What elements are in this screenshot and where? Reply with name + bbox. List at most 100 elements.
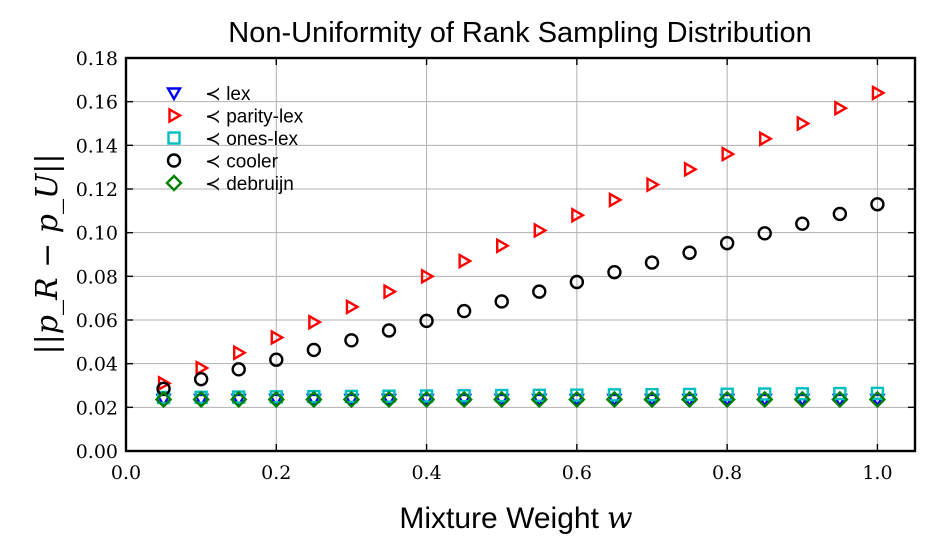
- legend-item: ≺ ones-lex: [167, 129, 299, 150]
- grid: [126, 58, 915, 451]
- data-point: [568, 390, 586, 409]
- legend-label: ≺ lex: [205, 84, 251, 105]
- data-point: [833, 386, 847, 401]
- data-point: [871, 84, 886, 102]
- data-point: [494, 294, 509, 309]
- data-point: [721, 145, 736, 163]
- x-tick-label: 0.2: [261, 462, 291, 484]
- series-triangle-right: [157, 84, 886, 392]
- axis-ticks: 0.0 0.2 0.4 0.6 0.8 1.0 0.00 0.02 0.04 0.06 0.08 0.…: [76, 48, 915, 484]
- data-point: [532, 388, 546, 403]
- legend-item: ≺ parity-lex: [168, 107, 304, 128]
- data-point: [569, 274, 585, 290]
- legend-label: ≺ ones-lex: [205, 129, 299, 150]
- data-point: [683, 161, 698, 178]
- data-point: [719, 235, 735, 251]
- data-point: [870, 386, 885, 401]
- data-point: [756, 390, 774, 409]
- data-point: [342, 390, 361, 409]
- data-point: [796, 115, 811, 132]
- y-tick-label: 0.14: [76, 135, 118, 157]
- data-point: [230, 393, 247, 408]
- series-square: [156, 386, 885, 405]
- data-point: [417, 390, 436, 409]
- data-point: [493, 390, 511, 409]
- legend-label: ≺ parity-lex: [205, 107, 304, 128]
- legend-marker: [165, 174, 183, 192]
- data-point: [759, 130, 774, 147]
- legend-marker: [166, 153, 182, 168]
- data-point: [154, 390, 173, 409]
- data-point: [533, 222, 548, 239]
- data-point: [680, 390, 699, 409]
- data-point: [645, 387, 659, 402]
- x-tick-label: 1.0: [862, 462, 892, 484]
- data-point: [571, 207, 586, 224]
- data-marks: [154, 84, 887, 409]
- y-tick-label: 0.02: [76, 397, 118, 419]
- data-point: [795, 387, 809, 401]
- data-point: [305, 390, 323, 409]
- data-point: [793, 390, 811, 409]
- data-point: [608, 191, 623, 208]
- data-point: [682, 245, 697, 260]
- data-point: [869, 393, 886, 408]
- y-tick-label: 0.10: [76, 223, 118, 245]
- data-point: [230, 390, 248, 409]
- data-point: [193, 371, 209, 387]
- data-point: [457, 389, 471, 403]
- data-point: [643, 390, 661, 409]
- data-point: [455, 390, 473, 409]
- y-axis-label: ||p_R − p_U||: [30, 154, 65, 355]
- y-tick-label: 0.04: [76, 354, 118, 376]
- data-point: [720, 387, 734, 401]
- legend-label: ≺ cooler: [205, 152, 279, 173]
- x-axis-label-var: w: [607, 501, 633, 536]
- chart-title: Non-Uniformity of Rank Sampling Distribu…: [228, 17, 811, 49]
- x-tick-label: 0.0: [111, 462, 141, 484]
- data-point: [605, 390, 624, 409]
- data-point: [758, 387, 772, 401]
- data-point: [496, 237, 511, 254]
- data-point: [380, 390, 398, 409]
- data-point: [306, 342, 322, 358]
- data-point: [344, 333, 359, 348]
- data-point: [868, 390, 887, 409]
- legend-marker: [168, 107, 183, 124]
- y-tick-label: 0.06: [76, 310, 118, 332]
- data-point: [870, 197, 885, 212]
- data-point: [757, 226, 772, 241]
- data-point: [419, 313, 434, 329]
- data-point: [418, 393, 435, 408]
- data-point: [382, 389, 396, 403]
- x-tick-label: 0.8: [712, 462, 742, 484]
- data-point: [456, 303, 472, 319]
- data-point: [495, 388, 509, 403]
- data-point: [644, 255, 660, 270]
- legend-marker: [167, 131, 181, 145]
- x-axis-label: Mixture Weight w: [399, 501, 633, 536]
- data-point: [305, 393, 322, 408]
- data-point: [834, 100, 849, 117]
- data-point: [231, 362, 246, 377]
- data-point: [718, 390, 736, 409]
- series-diamond: [154, 390, 887, 409]
- data-point: [682, 387, 697, 402]
- x-tick-label: 0.4: [411, 462, 441, 484]
- y-tick-label: 0.16: [76, 92, 118, 114]
- plot-area-frame: [124, 56, 917, 453]
- data-point: [308, 314, 323, 331]
- data-point: [831, 390, 849, 409]
- data-point: [192, 390, 210, 409]
- x-tick-label: 0.6: [562, 462, 592, 484]
- data-point: [233, 344, 248, 361]
- legend-item: ≺ debruijn: [165, 174, 294, 195]
- data-point: [381, 323, 397, 338]
- data-point: [795, 216, 810, 231]
- series-circle: [156, 197, 885, 396]
- series-triangle-down: [155, 393, 886, 408]
- data-point: [607, 264, 622, 280]
- data-point: [195, 359, 210, 377]
- y-tick-label: 0.08: [76, 266, 118, 288]
